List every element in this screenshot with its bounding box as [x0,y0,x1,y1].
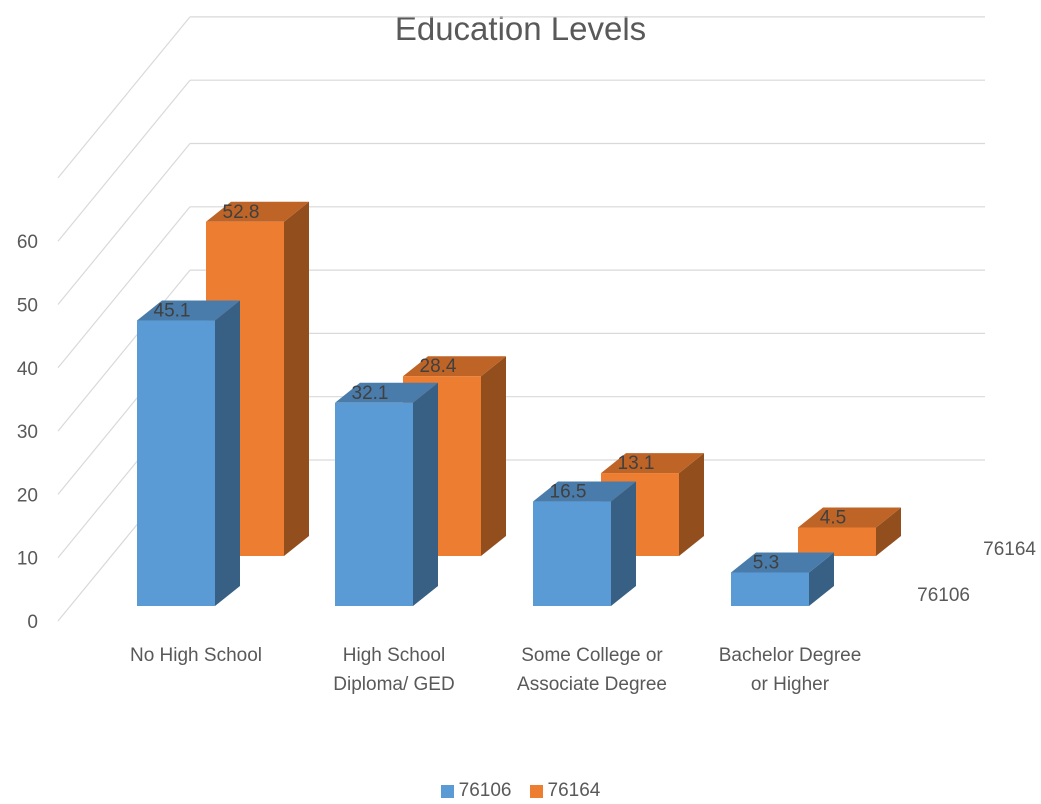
data-label-series-2: 13.1 [618,453,655,474]
data-label-series-2: 4.5 [820,508,846,529]
x-tick-label: or Higher [751,674,830,695]
bar [731,572,809,606]
y-tick-label: 40 [17,359,38,380]
legend-item-series-1: 76106 [440,780,512,802]
chart-title: Education Levels [394,10,647,47]
x-tick-label: No High School [130,645,262,666]
legend-label-series-2: 76164 [547,780,601,801]
bar-top [601,453,704,474]
bar-side [284,201,309,556]
y-tick-label: 50 [17,296,38,317]
legend-swatch-series-2 [529,784,543,798]
legend: 76106 76164 [0,780,1041,802]
bar [137,320,215,606]
bars [137,201,901,606]
y-tick-label: 20 [17,485,38,506]
bar-side [611,481,636,606]
bar-top [533,481,636,502]
legend-label-series-1: 76106 [458,780,512,801]
bar-side [413,382,438,606]
x-tick-label: Diploma/ GED [333,674,454,695]
bar-side [679,453,704,556]
gridline-diagonal [57,79,191,242]
x-tick-label: Some College or [521,645,663,666]
x-tick-label: Bachelor Degree [719,645,862,666]
x-tick-label: Associate Degree [517,674,667,695]
legend-item-series-2: 76164 [529,780,601,802]
bar-top [798,507,901,528]
y-tick-label: 0 [27,612,38,633]
bar-top [335,382,438,403]
depth-axis-label: 76164 [983,539,1036,560]
bar [533,501,611,606]
bar-top [403,356,506,377]
bar-top [206,201,309,222]
depth-axis-label: 76106 [917,585,970,606]
chart-plot-area: 0 10 20 30 40 50 60 52.8 28.4 13.1 4.5 45.1 32.1 16.5… [17,16,1037,695]
x-tick-label: High School [343,645,445,666]
legend-swatch-series-1 [440,784,454,798]
data-label-series-1: 5.3 [753,552,779,573]
chart-text: 0 10 20 30 40 50 60 52.8 28.4 13.1 4.5 45.1 32.1 16.5… [17,202,1037,695]
y-tick-label: 30 [17,422,38,443]
data-label-series-1: 32.1 [352,383,389,404]
bar [798,527,876,556]
gridline-diagonal [57,206,191,369]
gridlines [57,16,985,622]
gridline-diagonal [57,16,191,179]
bar [335,402,413,606]
data-label-series-1: 16.5 [550,482,587,503]
bar-top [137,300,240,321]
bar-top [731,552,834,573]
bar-side [481,356,506,556]
data-label-series-2: 52.8 [223,202,260,223]
bar-side [876,507,901,556]
data-label-series-1: 45.1 [154,301,191,322]
gridline-diagonal [57,269,191,432]
y-tick-label: 60 [17,232,38,253]
data-label-series-2: 28.4 [420,356,457,377]
bar-side [215,300,240,606]
gridline-diagonal [57,143,191,305]
bar-side [809,552,834,606]
y-tick-label: 10 [17,549,38,570]
